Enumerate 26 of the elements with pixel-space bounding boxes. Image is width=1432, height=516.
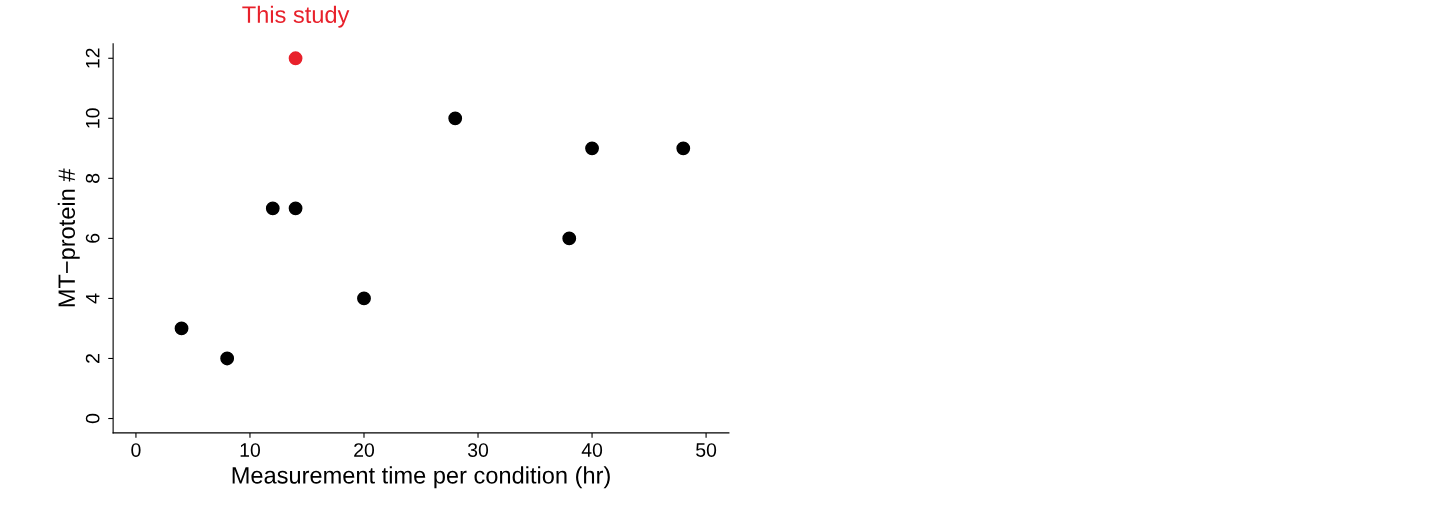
x-tick-label: 20	[354, 443, 375, 457]
x-tick-label: 0	[131, 443, 141, 457]
y-tick-label: 10	[85, 108, 100, 128]
y-axis-title: MT−protein #	[57, 168, 80, 307]
point	[357, 291, 371, 306]
y-tick-label: 4	[85, 293, 100, 304]
point	[448, 111, 463, 126]
y-tick-label: 12	[85, 48, 100, 68]
point	[265, 201, 280, 216]
point	[288, 51, 303, 66]
point	[585, 141, 599, 156]
point	[220, 351, 235, 366]
y-tick-label: 8	[85, 173, 100, 183]
point	[562, 231, 577, 246]
annotation: This study	[242, 5, 350, 28]
x-tick-label: 10	[240, 443, 261, 457]
point	[676, 141, 691, 156]
y-tick-label: 6	[85, 233, 100, 243]
x-tick-label: 40	[581, 443, 603, 457]
x-tick-label: 50	[696, 443, 717, 457]
x-axis-title: Measurement time per condition (hr)	[232, 466, 610, 489]
point	[288, 201, 303, 216]
point	[174, 321, 189, 336]
x-tick-label: 30	[467, 443, 489, 457]
y-tick-label: 2	[85, 354, 100, 363]
y-tick-label: 0	[85, 413, 100, 424]
